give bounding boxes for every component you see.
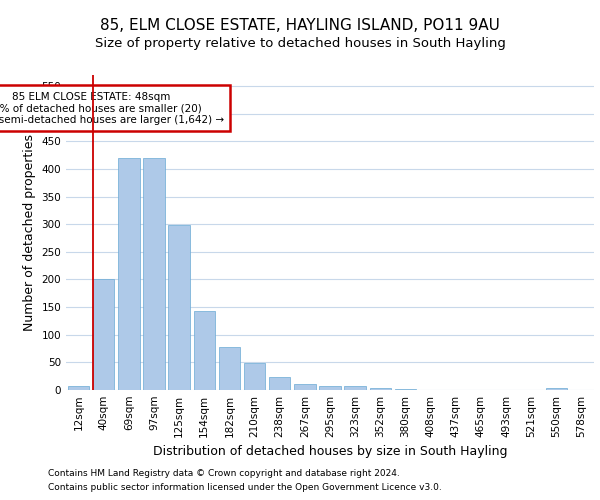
Bar	[244, 364, 265, 390]
Bar	[370, 388, 391, 390]
Text: 85, ELM CLOSE ESTATE, HAYLING ISLAND, PO11 9AU: 85, ELM CLOSE ESTATE, HAYLING ISLAND, PO…	[100, 18, 500, 32]
Bar	[319, 386, 341, 390]
Bar	[93, 280, 115, 390]
Bar	[294, 384, 316, 390]
Text: 85 ELM CLOSE ESTATE: 48sqm
← 1% of detached houses are smaller (20)
99% of semi-: 85 ELM CLOSE ESTATE: 48sqm ← 1% of detac…	[0, 92, 224, 125]
Text: Contains public sector information licensed under the Open Government Licence v3: Contains public sector information licen…	[48, 484, 442, 492]
Bar	[169, 226, 190, 390]
Bar	[118, 158, 140, 390]
Bar	[269, 378, 290, 390]
Bar	[219, 347, 240, 390]
Bar	[143, 158, 164, 390]
Bar	[344, 386, 366, 390]
Bar	[395, 389, 416, 390]
Y-axis label: Number of detached properties: Number of detached properties	[23, 134, 36, 331]
Bar	[194, 311, 215, 390]
Text: Size of property relative to detached houses in South Hayling: Size of property relative to detached ho…	[95, 38, 505, 51]
Text: Contains HM Land Registry data © Crown copyright and database right 2024.: Contains HM Land Registry data © Crown c…	[48, 468, 400, 477]
X-axis label: Distribution of detached houses by size in South Hayling: Distribution of detached houses by size …	[153, 446, 507, 458]
Bar	[545, 388, 567, 390]
Bar	[68, 386, 89, 390]
